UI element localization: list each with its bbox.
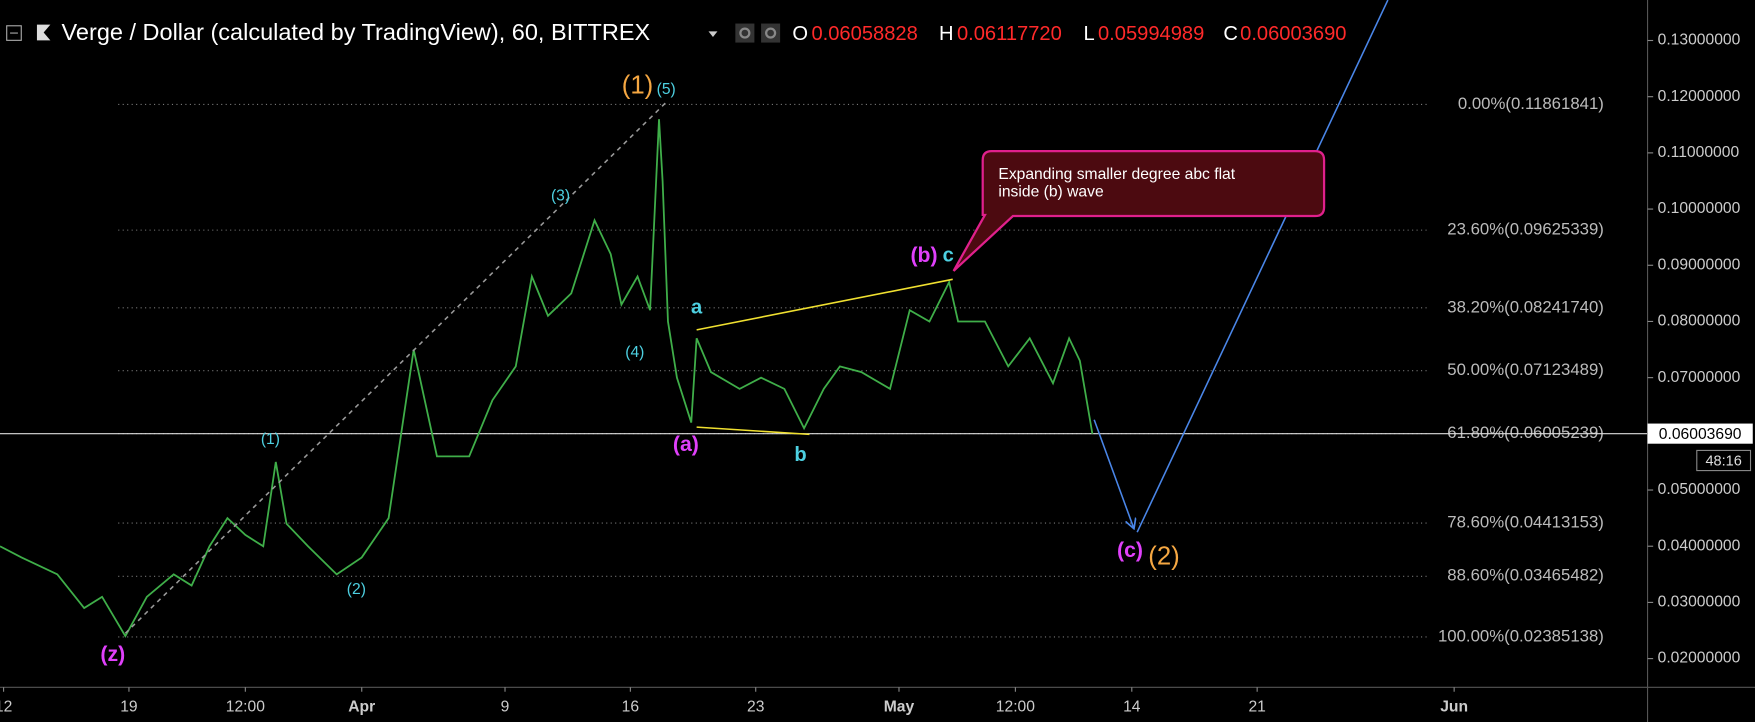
trend-line [696, 278, 953, 331]
plot-area: 0.00%(0.11861841) 23.60%(0.09625339) 38.20… [0, 0, 1648, 666]
callout-text: Expanding smaller degree abc flat [998, 166, 1235, 183]
fib-label: 100.00%(0.02385138) [1438, 626, 1604, 645]
dropdown-icon[interactable] [708, 31, 718, 37]
ohlc-value: 0.05994989 [1098, 23, 1204, 45]
x-tick-label: Apr [348, 699, 375, 716]
x-tick-label: 12 [0, 699, 12, 716]
y-tick-label: 0.03000000 [1658, 594, 1741, 611]
ohlc-label: C [1223, 23, 1238, 45]
settings-icon[interactable] [761, 23, 781, 43]
symbol-icon [36, 24, 51, 41]
y-tick-label: 0.08000000 [1658, 313, 1741, 330]
x-tick-label: 9 [501, 699, 510, 716]
wave-label: (b) [910, 243, 937, 267]
x-tick-label: May [884, 699, 915, 716]
price-tag-label: 0.06003690 [1659, 426, 1742, 443]
settings-icon [739, 27, 751, 39]
wave-label: a [691, 296, 703, 318]
fib-label: 50.00%(0.07123489) [1447, 360, 1604, 379]
x-tick-label: 23 [747, 699, 765, 716]
ohlc-label: O [792, 23, 808, 45]
x-tick-label: 14 [1123, 699, 1141, 716]
y-tick-label: 0.13000000 [1658, 32, 1741, 49]
wave-label: (z) [100, 642, 125, 666]
wave-label: c [943, 245, 954, 267]
wave-label: (a) [673, 432, 699, 456]
callout-text: inside (b) wave [998, 184, 1104, 201]
countdown: 48:16 [1705, 453, 1741, 469]
trend-line [1136, 0, 1389, 533]
y-tick-label: 0.05000000 [1658, 481, 1741, 498]
wave-label: (c) [1117, 538, 1143, 562]
trend-line [696, 426, 810, 436]
callout-box [952, 150, 1326, 272]
wave-label: (3) [551, 187, 570, 204]
y-tick-label: 0.04000000 [1658, 537, 1741, 554]
ohlc-value: 0.06003690 [1240, 23, 1346, 45]
header: Verge / Dollar (calculated by TradingVie… [6, 19, 1346, 45]
x-tick-label: 19 [120, 699, 137, 716]
fib-label: 61.80%(0.06005239) [1447, 423, 1604, 442]
y-tick-label: 0.07000000 [1658, 369, 1741, 386]
wave-label: (1) [261, 431, 280, 448]
fib-label: 38.20%(0.08241740) [1447, 297, 1604, 316]
x-tick-label: Jun [1440, 699, 1468, 716]
collapse-icon[interactable] [6, 25, 22, 41]
price-tag [1647, 423, 1753, 444]
countdown-tag [1696, 449, 1752, 472]
trend-line [1093, 419, 1133, 528]
wave-label: (4) [625, 344, 644, 361]
ohlc-label: H [939, 23, 954, 45]
ohlc-label: L [1083, 23, 1094, 45]
y-tick-label: 0.12000000 [1658, 88, 1741, 105]
y-tick-label: 0.10000000 [1658, 200, 1741, 217]
y-tick-label: 0.02000000 [1658, 650, 1741, 667]
wave-label: (5) [657, 81, 676, 98]
fib-label: 23.60%(0.09625339) [1447, 220, 1604, 239]
y-tick-label: 0.09000000 [1658, 256, 1741, 273]
price-line [0, 119, 1094, 638]
x-tick-label: 12:00 [226, 699, 265, 716]
ohlc-value: 0.06117720 [957, 23, 1062, 45]
settings-icon [765, 27, 777, 39]
wave-label: (2) [347, 581, 366, 598]
fib-label: 88.60%(0.03465482) [1447, 566, 1604, 585]
wave-label: (2) [1148, 542, 1179, 570]
x-tick-label: 16 [622, 699, 640, 716]
x-tick-label: 12:00 [996, 699, 1035, 716]
callout: Expanding smaller degree abc flat inside… [952, 150, 1326, 272]
settings-icon[interactable] [735, 23, 755, 43]
wave-label: (1) [622, 71, 653, 99]
trend-line [124, 101, 667, 634]
y-tick-label: 0.11000000 [1658, 144, 1740, 161]
fib-label: 0.00%(0.11861841) [1458, 94, 1604, 113]
fib-label: 78.60%(0.04413153) [1447, 512, 1604, 531]
chart-title: Verge / Dollar (calculated by TradingVie… [62, 19, 651, 45]
x-tick-label: 21 [1248, 699, 1265, 716]
ohlc-value: 0.06058828 [811, 23, 917, 45]
wave-label: b [794, 444, 806, 466]
